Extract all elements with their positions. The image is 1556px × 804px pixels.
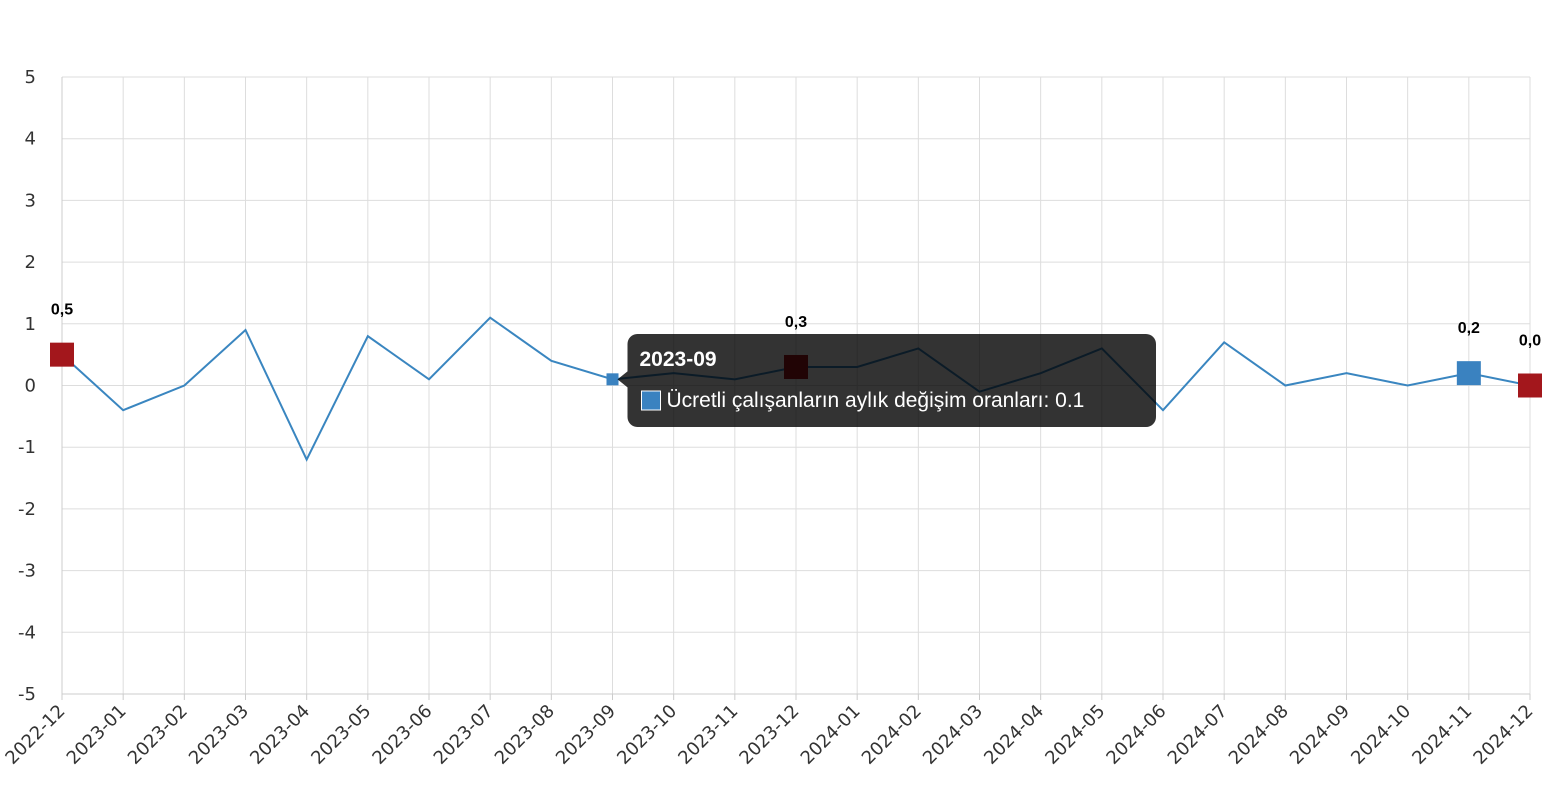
x-tick-label: 2022-12 xyxy=(1,701,69,769)
x-tick-label: 2023-06 xyxy=(368,701,436,769)
y-tick-label: 2 xyxy=(25,252,36,273)
x-tick-label: 2023-08 xyxy=(491,701,559,769)
x-tick-label: 2023-02 xyxy=(124,701,192,769)
x-tick-label: 2024-08 xyxy=(1225,701,1293,769)
y-tick-label: 1 xyxy=(25,314,36,335)
y-tick-label: -1 xyxy=(18,437,36,458)
marker xyxy=(1456,361,1481,386)
y-tick-label: 5 xyxy=(25,67,36,88)
tooltip-swatch xyxy=(641,390,661,411)
marker xyxy=(1518,373,1542,398)
x-tick-label: 2024-05 xyxy=(1041,701,1109,769)
value-label: 0,2 xyxy=(1458,320,1480,337)
tooltip-text: Ücretli çalışanların aylık değişim oranl… xyxy=(667,389,1085,412)
x-tick-label: 2024-01 xyxy=(797,701,865,769)
tooltip: 2023-09 Ücretli çalışanların aylık değişi… xyxy=(617,334,1156,427)
x-tick-label: 2023-10 xyxy=(613,701,681,769)
tooltip-box xyxy=(617,334,1156,427)
marker xyxy=(50,342,74,367)
value-label: 0,5 xyxy=(51,302,73,319)
x-tick-label: 2024-06 xyxy=(1102,701,1170,769)
x-tick-label: 2024-09 xyxy=(1286,701,1354,769)
x-tick-label: 2024-12 xyxy=(1469,701,1537,769)
x-tick-label: 2023-07 xyxy=(430,701,498,769)
x-tick-label: 2023-03 xyxy=(185,701,253,769)
y-tick-label: -5 xyxy=(18,684,36,705)
value-label: 0,3 xyxy=(785,314,807,331)
x-tick-label: 2024-03 xyxy=(919,701,987,769)
y-tick-label: -2 xyxy=(18,499,36,520)
x-tick-label: 2023-12 xyxy=(735,701,803,769)
x-tick-label: 2023-09 xyxy=(552,701,620,769)
value-label: 0,0 xyxy=(1519,333,1541,350)
x-tick-label: 2024-02 xyxy=(858,701,926,769)
x-tick-label: 2023-11 xyxy=(674,701,742,769)
y-tick-label: 3 xyxy=(25,190,36,211)
x-tick-label: 2023-04 xyxy=(246,701,314,769)
x-tick-label: 2024-10 xyxy=(1347,701,1415,769)
tooltip-title: 2023-09 xyxy=(640,348,717,371)
x-tick-label: 2023-05 xyxy=(307,701,375,769)
y-tick-label: -3 xyxy=(18,561,36,582)
x-tick-label: 2024-11 xyxy=(1408,701,1476,769)
hover-marker xyxy=(606,373,619,386)
y-tick-label: -4 xyxy=(18,622,36,643)
x-tick-label: 2024-04 xyxy=(980,701,1048,769)
x-tick-label: 2023-01 xyxy=(63,701,131,769)
x-tick-label: 2024-07 xyxy=(1164,701,1232,769)
y-tick-label: 0 xyxy=(25,376,36,397)
y-tick-label: 4 xyxy=(25,129,36,150)
